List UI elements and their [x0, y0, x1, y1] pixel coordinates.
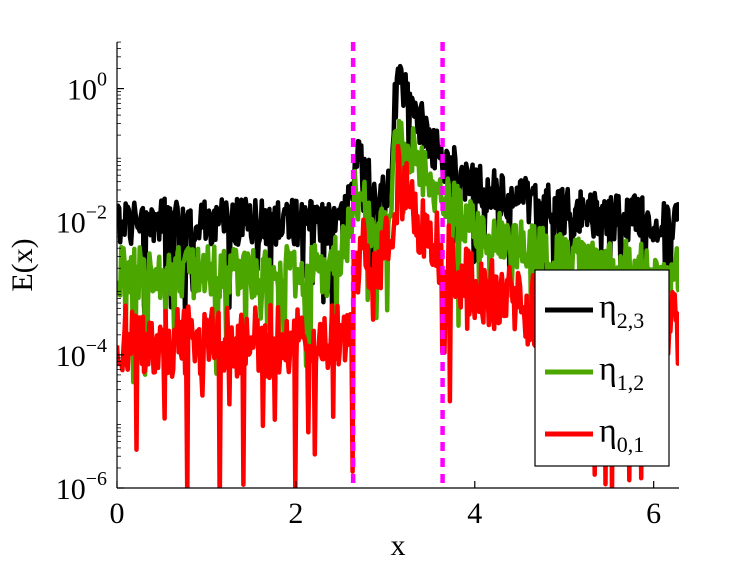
axes — [116, 42, 679, 489]
ticks: 0 2 4 6 10−6 10−4 10−2 100 — [56, 41, 661, 530]
series-line-0 — [117, 63, 679, 330]
legend-label-2: η0,1 — [599, 413, 644, 457]
vertical-lines — [350, 42, 445, 488]
x-tick-label-0: 0 — [110, 497, 125, 530]
legend-label-0: η2,3 — [599, 289, 644, 333]
x-tick-label-1: 2 — [288, 497, 303, 530]
x-axis-label: x — [391, 529, 406, 562]
y-tick-label-0: 10−6 — [56, 468, 107, 506]
y-tick-label-2: 10−2 — [56, 202, 107, 240]
y-axis-label: E(x) — [6, 238, 39, 291]
legend: η2,3 η1,2 η0,1 — [534, 269, 670, 467]
legend-label-1: η1,2 — [599, 351, 644, 395]
y-tick-label-1: 10−4 — [56, 335, 107, 373]
y-tick-label-3: 100 — [67, 69, 107, 107]
x-tick-label-3: 6 — [646, 497, 661, 530]
x-tick-label-2: 4 — [467, 497, 482, 530]
